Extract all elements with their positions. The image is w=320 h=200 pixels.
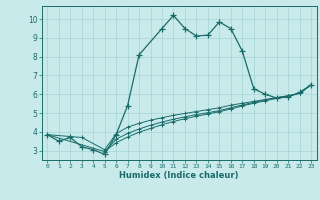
X-axis label: Humidex (Indice chaleur): Humidex (Indice chaleur) [119,171,239,180]
